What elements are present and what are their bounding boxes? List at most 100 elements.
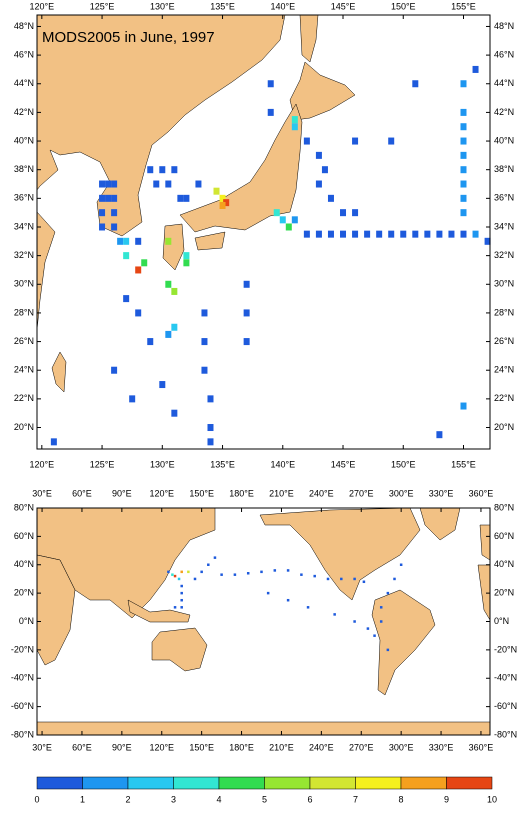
y-tick-label: 40°N	[494, 559, 514, 569]
data-cell	[117, 237, 124, 245]
x-tick-label: 90°E	[112, 488, 132, 498]
data-cell	[171, 409, 178, 417]
data-cell	[180, 598, 183, 602]
data-cell	[260, 570, 263, 574]
y-tick-label: 26°N	[14, 336, 34, 346]
data-cell	[177, 577, 181, 581]
data-cell	[266, 591, 270, 595]
data-cell	[180, 591, 183, 595]
x-tick-label: 300°E	[389, 742, 414, 752]
x-tick-label: 30°E	[32, 742, 52, 752]
data-cell	[50, 438, 57, 446]
colorbar-swatch	[36, 776, 83, 790]
data-cell	[460, 123, 467, 131]
data-cell	[165, 237, 172, 245]
colorbar-label: 8	[398, 794, 403, 804]
data-cell	[183, 252, 190, 260]
data-cell	[111, 366, 118, 374]
data-cell	[364, 230, 371, 238]
data-cell	[246, 572, 250, 575]
y-tick-label: 20°N	[494, 422, 514, 432]
x-tick-label: 130°E	[150, 459, 175, 469]
data-cell	[223, 199, 230, 207]
y-tick-label: 24°N	[14, 365, 34, 375]
x-tick-label: 125°E	[90, 459, 115, 469]
x-tick-label: 30°E	[32, 488, 52, 498]
data-cell	[353, 577, 356, 581]
y-tick-label: -40°N	[11, 673, 34, 683]
x-tick-label: 145°E	[331, 459, 356, 469]
colorbar-label: 5	[262, 794, 267, 804]
x-tick-label: 330°E	[429, 488, 454, 498]
africa	[36, 554, 76, 666]
x-tick-label: 135°E	[210, 1, 235, 11]
data-cell	[195, 180, 202, 188]
y-tick-label: 22°N	[494, 393, 514, 403]
data-cell	[286, 598, 290, 602]
x-tick-label: 150°E	[391, 459, 416, 469]
data-cell	[303, 230, 310, 238]
data-cell	[147, 166, 154, 174]
data-cell	[460, 194, 467, 202]
data-cell	[352, 230, 359, 238]
y-tick-label: 22°N	[14, 393, 34, 403]
x-tick-label: 120°E	[149, 488, 174, 498]
x-tick-label: 240°E	[309, 742, 334, 752]
data-cell	[286, 569, 290, 572]
data-cell	[129, 395, 136, 403]
data-cell	[399, 563, 403, 566]
data-cell	[123, 295, 130, 303]
data-cell	[123, 252, 130, 260]
data-cell	[243, 309, 250, 317]
data-cell	[213, 187, 220, 195]
data-cell	[460, 151, 467, 159]
colorbar-swatch	[309, 776, 356, 790]
data-cell	[201, 309, 208, 317]
data-cell	[99, 209, 106, 217]
map-title: MODS2005 in June, 1997	[42, 29, 215, 46]
data-cell	[484, 237, 491, 245]
data-cell	[321, 166, 328, 174]
data-cell	[393, 577, 396, 581]
australia	[151, 627, 208, 672]
x-tick-label: 180°E	[229, 742, 254, 752]
x-tick-label: 135°E	[210, 459, 235, 469]
data-cell	[165, 280, 172, 288]
data-cell	[388, 137, 395, 145]
y-tick-label: 36°N	[14, 193, 34, 203]
y-tick-label: 42°N	[494, 107, 514, 117]
y-tick-label: -80°N	[11, 729, 34, 739]
data-cell	[219, 202, 226, 210]
y-tick-label: 48°N	[14, 21, 34, 31]
data-cell	[366, 627, 370, 630]
y-tick-label: 20°N	[14, 588, 34, 598]
y-tick-label: 40°N	[14, 559, 34, 569]
map-frame	[36, 14, 491, 450]
data-cell	[180, 584, 183, 588]
data-cell	[167, 570, 170, 574]
data-cell	[220, 573, 223, 576]
europe-east	[479, 524, 491, 561]
x-tick-label: 300°E	[389, 488, 414, 498]
colorbar-label: 4	[216, 794, 221, 804]
x-tick-label: 270°E	[349, 488, 374, 498]
y-tick-label: -80°N	[494, 729, 517, 739]
data-cell	[207, 563, 210, 566]
data-cell	[165, 180, 172, 188]
y-tick-label: 24°N	[494, 365, 514, 375]
y-tick-label: 32°N	[494, 250, 514, 260]
data-cell	[141, 259, 148, 267]
data-cell	[352, 137, 359, 145]
colorbar-label: 10	[487, 794, 497, 804]
data-cell	[135, 309, 142, 317]
indonesia	[127, 599, 191, 623]
data-cell	[315, 180, 322, 188]
x-tick-label: 155°E	[451, 459, 476, 469]
y-tick-label: 80°N	[14, 502, 34, 512]
colorbar-swatch	[446, 776, 493, 790]
y-tick-label: -60°N	[494, 701, 517, 711]
data-cell	[388, 230, 395, 238]
x-tick-label: 120°E	[30, 459, 55, 469]
hokkaido	[289, 61, 356, 121]
